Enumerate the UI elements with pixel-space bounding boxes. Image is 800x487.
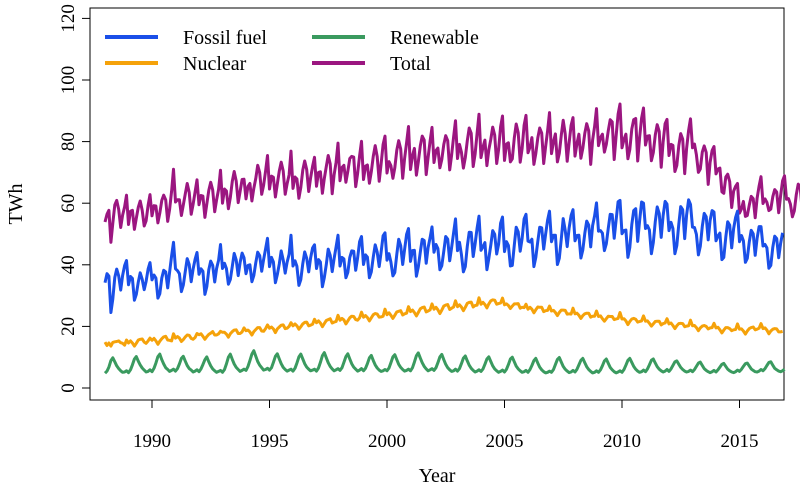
legend-label-total: Total (390, 53, 431, 75)
x-axis-label: Year (419, 465, 456, 487)
y-axis-label: TWh (5, 183, 27, 224)
x-tick-label: 2005 (486, 431, 524, 452)
x-tick-label: 2015 (721, 431, 759, 452)
y-tick-label: 100 (58, 66, 79, 95)
x-axis: 1990 1995 2000 2005 2010 2015 (133, 400, 759, 452)
x-tick-label: 2010 (603, 431, 641, 452)
series-line-renewable (103, 349, 786, 375)
y-tick-label: 80 (58, 132, 79, 151)
y-tick-label: 0 (58, 383, 79, 393)
legend-label-fossil-fuel: Fossil fuel (183, 27, 267, 49)
legend-label-renewable: Renewable (390, 27, 479, 49)
y-tick-label: 40 (58, 255, 79, 274)
series-layer (103, 102, 800, 375)
y-tick-label: 60 (58, 194, 79, 213)
x-tick-label: 1995 (251, 431, 289, 452)
y-axis: 0 20 40 60 80 100 120 (58, 4, 90, 393)
y-tick-label: 120 (58, 4, 79, 33)
series-line-nuclear (103, 296, 784, 348)
plot-frame (89, 7, 785, 401)
y-tick-label: 20 (58, 317, 79, 336)
legend-label-nuclear: Nuclear (183, 53, 247, 75)
series-line-total (103, 102, 800, 244)
series-line-fossil-fuel (103, 198, 785, 314)
legend: Fossil fuel Nuclear Renewable Total (105, 27, 479, 75)
x-tick-label: 1990 (133, 431, 171, 452)
x-tick-label: 2000 (368, 431, 406, 452)
